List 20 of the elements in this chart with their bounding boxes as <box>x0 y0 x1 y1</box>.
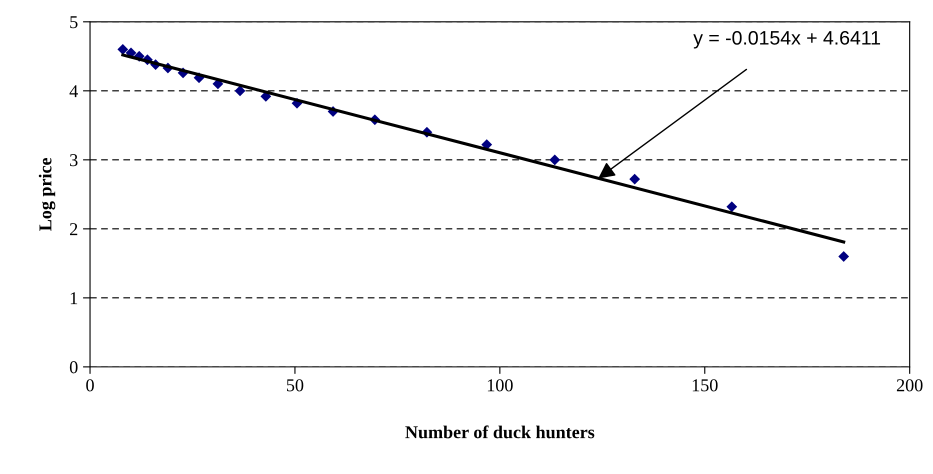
y-tick-label: 1 <box>70 292 78 304</box>
y-axis-title: Log price <box>38 158 56 231</box>
point <box>549 154 560 166</box>
x-tick-label: 150 <box>692 379 718 392</box>
x-tick-label: 200 <box>896 379 923 392</box>
x-tick-label: 0 <box>86 379 94 392</box>
annotation: y = -0.0154x + 4.6411 <box>693 30 880 49</box>
point <box>234 85 246 96</box>
y-tick-label: 0 <box>70 361 78 374</box>
x-axis-title: Number of duck hunters <box>405 425 594 438</box>
point <box>629 174 640 185</box>
y-tick-label: 4 <box>70 85 78 98</box>
point <box>117 44 128 55</box>
y-tick-label: 3 <box>70 154 78 166</box>
x-tick-label: 100 <box>488 379 513 392</box>
x-tick-label: 50 <box>286 379 304 392</box>
y-tick-label: 2 <box>70 223 78 236</box>
point <box>726 201 738 212</box>
y-tick-label: 5 <box>70 16 78 28</box>
point <box>838 251 850 262</box>
